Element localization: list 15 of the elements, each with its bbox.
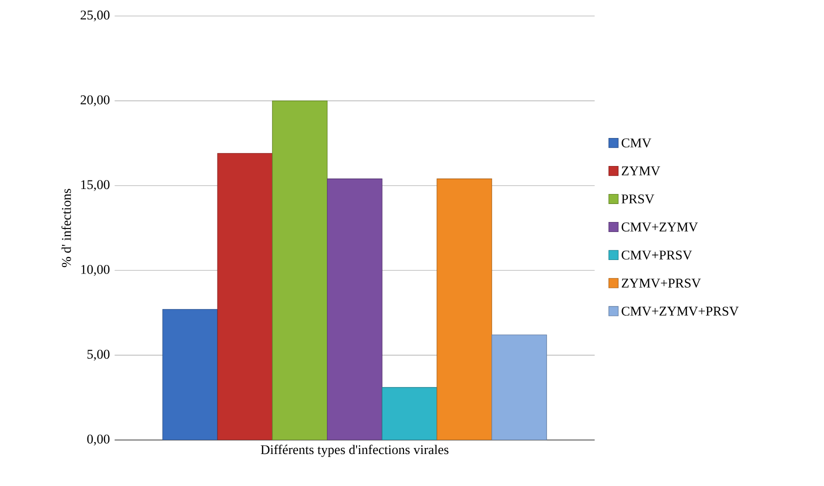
x-axis-title: Différents types d'infections virales (260, 444, 448, 457)
y-tick-label: 0,00 (87, 434, 110, 446)
y-tick-label: 5,00 (88, 350, 110, 361)
legend-label: CMV+ZYMV (622, 222, 698, 232)
legend-label: ZYMV (622, 166, 660, 176)
legend-label: CMV+PRSV (622, 250, 692, 260)
legend-label: CMV (622, 138, 652, 148)
legend-label: PRSV (622, 194, 654, 204)
legend-label: CMV+ZYMV+PRSV (622, 306, 739, 316)
y-tick-label: 10,00 (81, 264, 110, 276)
y-axis-title: % d' infections (61, 188, 71, 268)
y-tick-label: 20,00 (80, 95, 110, 106)
y-tick-label: 15,00 (81, 180, 110, 192)
legend-label: ZYMV+PRSV (622, 278, 701, 288)
y-tick-label: 25,00 (80, 10, 110, 22)
